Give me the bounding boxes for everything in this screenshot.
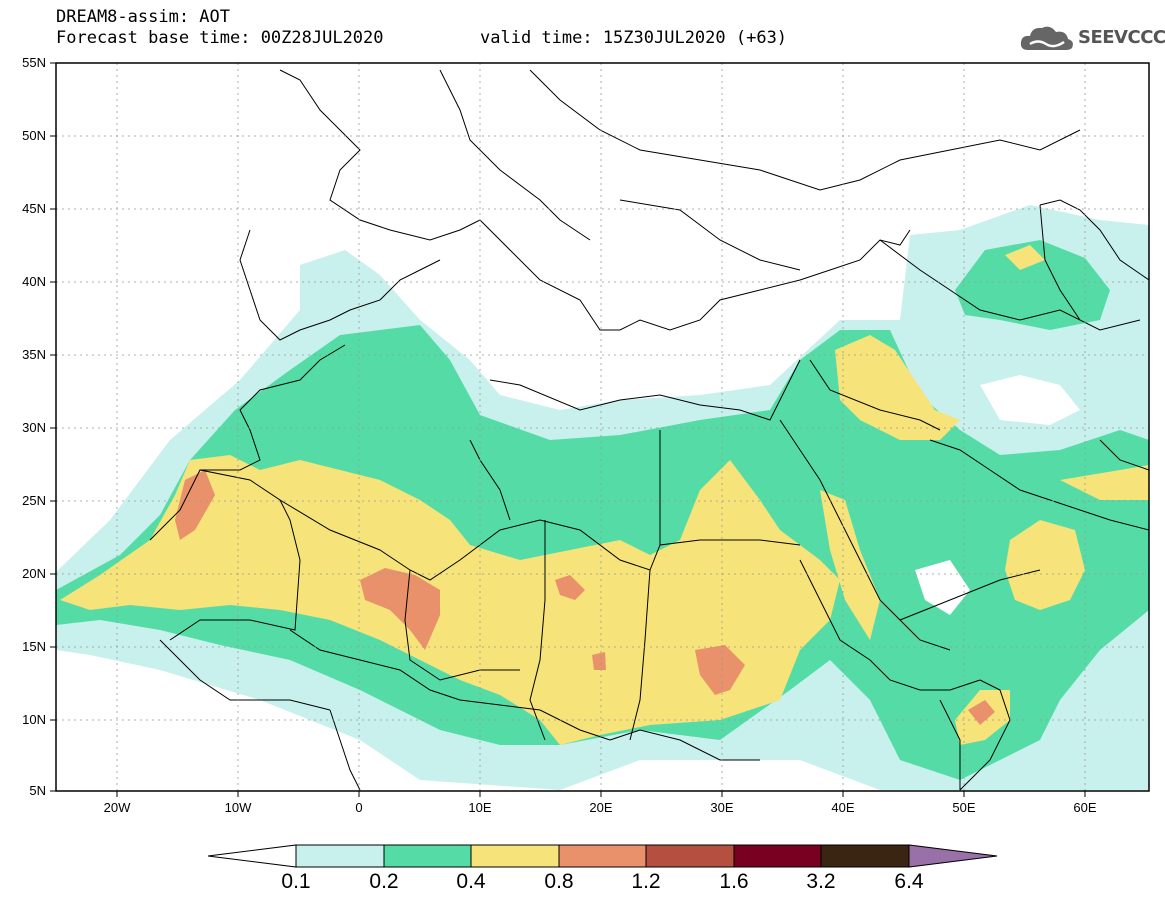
clean-area-mediterranean (500, 330, 790, 395)
colorbar-label: 1.6 (719, 870, 749, 893)
aot-region-yellow-caspian (1005, 245, 1045, 270)
lat-label: 45N (22, 201, 46, 216)
title-line1: DREAM8-assim: AOT (56, 7, 230, 27)
aot-region-orange-chad (555, 575, 585, 600)
aot-region-orange-mali (360, 568, 440, 650)
colorbar-swatch-7 (820, 844, 910, 868)
aot-region-orange-chad2 (592, 652, 606, 670)
lat-label: 5N (29, 783, 46, 798)
colorbar-label: 1.2 (631, 870, 661, 893)
grid-lines (56, 63, 1149, 791)
lon-label: 30E (710, 800, 734, 815)
colorbar-swatch-2 (383, 844, 472, 868)
lon-label: 0 (355, 800, 363, 815)
aot-region-yellow-gulf (1060, 465, 1149, 500)
logo-text: SEEVCCC (1078, 27, 1165, 48)
colorbar-min-arrow (207, 844, 297, 868)
lat-label: 25N (22, 493, 46, 508)
colorbar-swatch-6 (733, 844, 822, 868)
valid-time: valid time: 15Z30JUL2020 (+63) (480, 28, 788, 48)
aot-region-yellow-arabia (820, 490, 880, 640)
lat-label: 40N (22, 274, 46, 289)
aot-region-yellow-sahara (60, 455, 840, 745)
axis-ticks (50, 62, 1086, 797)
lat-label: 30N (22, 420, 46, 435)
colorbar-swatch-5 (645, 844, 735, 868)
lat-label: 50N (22, 128, 46, 143)
lon-label: 40E (831, 800, 855, 815)
cloud-icon (1020, 26, 1073, 50)
colorbar-label: 0.8 (544, 870, 574, 893)
country-borders (149, 69, 1149, 791)
colorbar-swatch-1 (295, 844, 385, 868)
lat-label: 10N (22, 712, 46, 727)
lat-label: 20N (22, 566, 46, 581)
colorbar-max-arrow (908, 844, 998, 868)
forecast-base-time: Forecast base time: 00Z28JUL2020 (56, 28, 384, 48)
lat-label: 55N (22, 55, 46, 70)
colorbar-label: 0.4 (456, 870, 486, 893)
lon-label: 20W (103, 800, 131, 815)
map-frame (55, 62, 1150, 792)
clean-area-iran (980, 375, 1080, 425)
colorbar (207, 844, 998, 868)
lon-label: 50E (952, 800, 976, 815)
colorbar-swatch-4 (558, 844, 647, 868)
aot-region-orange-somalia (968, 700, 995, 725)
lon-label: 10E (468, 800, 492, 815)
aot-region-yellow-iraq (835, 335, 960, 440)
lon-label: 20E (589, 800, 613, 815)
aot-region-yellow-oman (1005, 520, 1085, 610)
lon-label: 10W (224, 800, 252, 815)
lon-label: 60E (1073, 800, 1097, 815)
colorbar-label: 0.1 (281, 870, 311, 893)
colorbar-label: 6.4 (894, 870, 924, 893)
aot-fields (56, 205, 1149, 790)
lat-label: 35N (22, 347, 46, 362)
lat-label: 15N (22, 639, 46, 654)
seevccc-logo: SEEVCCC (1018, 22, 1165, 54)
aot-region-orange-sudan (695, 645, 745, 695)
colorbar-label: 3.2 (806, 870, 836, 893)
aot-region-orange-sahara (175, 470, 215, 540)
colorbar-label: 0.2 (369, 870, 399, 893)
colorbar-swatch-3 (470, 844, 560, 868)
